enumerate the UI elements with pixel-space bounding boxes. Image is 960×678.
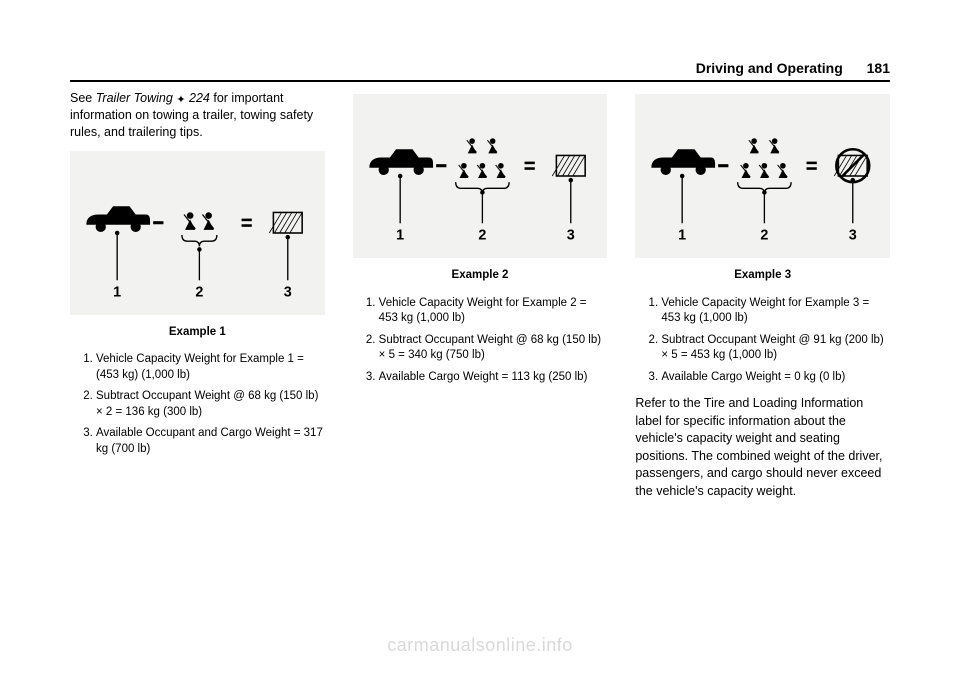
svg-text:3: 3	[849, 228, 857, 244]
list-item: Vehicle Capacity Weight for Example 2 = …	[379, 296, 608, 327]
svg-text:1: 1	[679, 228, 687, 244]
list-1: Vehicle Capacity Weight for Example 1 = …	[70, 352, 325, 457]
intro-link-ref: 224	[189, 91, 210, 105]
svg-text:3: 3	[566, 228, 574, 244]
list-item: Subtract Occupant Weight @ 68 kg (150 lb…	[379, 333, 608, 364]
list-item: Subtract Occupant Weight @ 91 kg (200 lb…	[661, 333, 890, 364]
list-item: Subtract Occupant Weight @ 68 kg (150 lb…	[96, 389, 325, 420]
list-2: Vehicle Capacity Weight for Example 2 = …	[353, 296, 608, 386]
list-item: Available Occupant and Cargo Weight = 31…	[96, 426, 325, 457]
list-3: Vehicle Capacity Weight for Example 3 = …	[635, 296, 890, 386]
link-icon: ✦	[176, 93, 185, 108]
header-rule	[70, 80, 890, 82]
column-3: 1 2 3 Example 3 Vehicle Capacity Weight fo…	[635, 90, 890, 500]
svg-text:2: 2	[478, 228, 486, 244]
intro-pre: See	[70, 91, 96, 105]
caption-2: Example 2	[353, 268, 608, 284]
diagram-2: 1 2 3	[353, 94, 608, 258]
diagram-2-svg: 1 2 3	[357, 102, 604, 256]
watermark: carmanualsonline.info	[387, 635, 573, 656]
section-title: Driving and Operating	[696, 60, 843, 76]
list-item: Vehicle Capacity Weight for Example 3 = …	[661, 296, 890, 327]
diagram-1: 1 2 3	[70, 151, 325, 315]
intro-link: Trailer Towing	[96, 91, 173, 105]
svg-text:3: 3	[284, 284, 292, 300]
list-item: Available Cargo Weight = 113 kg (250 lb)	[379, 370, 608, 386]
list-item: Vehicle Capacity Weight for Example 1 = …	[96, 352, 325, 383]
caption-3: Example 3	[635, 268, 890, 284]
list-item: Available Cargo Weight = 0 kg (0 lb)	[661, 370, 890, 386]
page-header: Driving and Operating 181	[70, 60, 890, 80]
intro-text: See Trailer Towing ✦ 224 for important i…	[70, 90, 325, 141]
svg-text:2: 2	[761, 228, 769, 244]
columns: See Trailer Towing ✦ 224 for important i…	[70, 90, 890, 500]
column-2: 1 2 3 Example 2 Vehicle Capacity Weight fo…	[353, 90, 608, 500]
diagram-1-svg: 1 2 3	[74, 159, 321, 313]
trail-text: Refer to the Tire and Loading Informatio…	[635, 395, 890, 500]
column-1: See Trailer Towing ✦ 224 for important i…	[70, 90, 325, 500]
svg-text:1: 1	[396, 228, 404, 244]
diagram-3-svg: 1 2 3	[639, 102, 886, 256]
diagram-3: 1 2 3	[635, 94, 890, 258]
page-number: 181	[867, 60, 890, 76]
svg-text:1: 1	[113, 284, 121, 300]
page-content: Driving and Operating 181 See Trailer To…	[70, 60, 890, 628]
svg-text:2: 2	[195, 284, 203, 300]
caption-1: Example 1	[70, 325, 325, 341]
